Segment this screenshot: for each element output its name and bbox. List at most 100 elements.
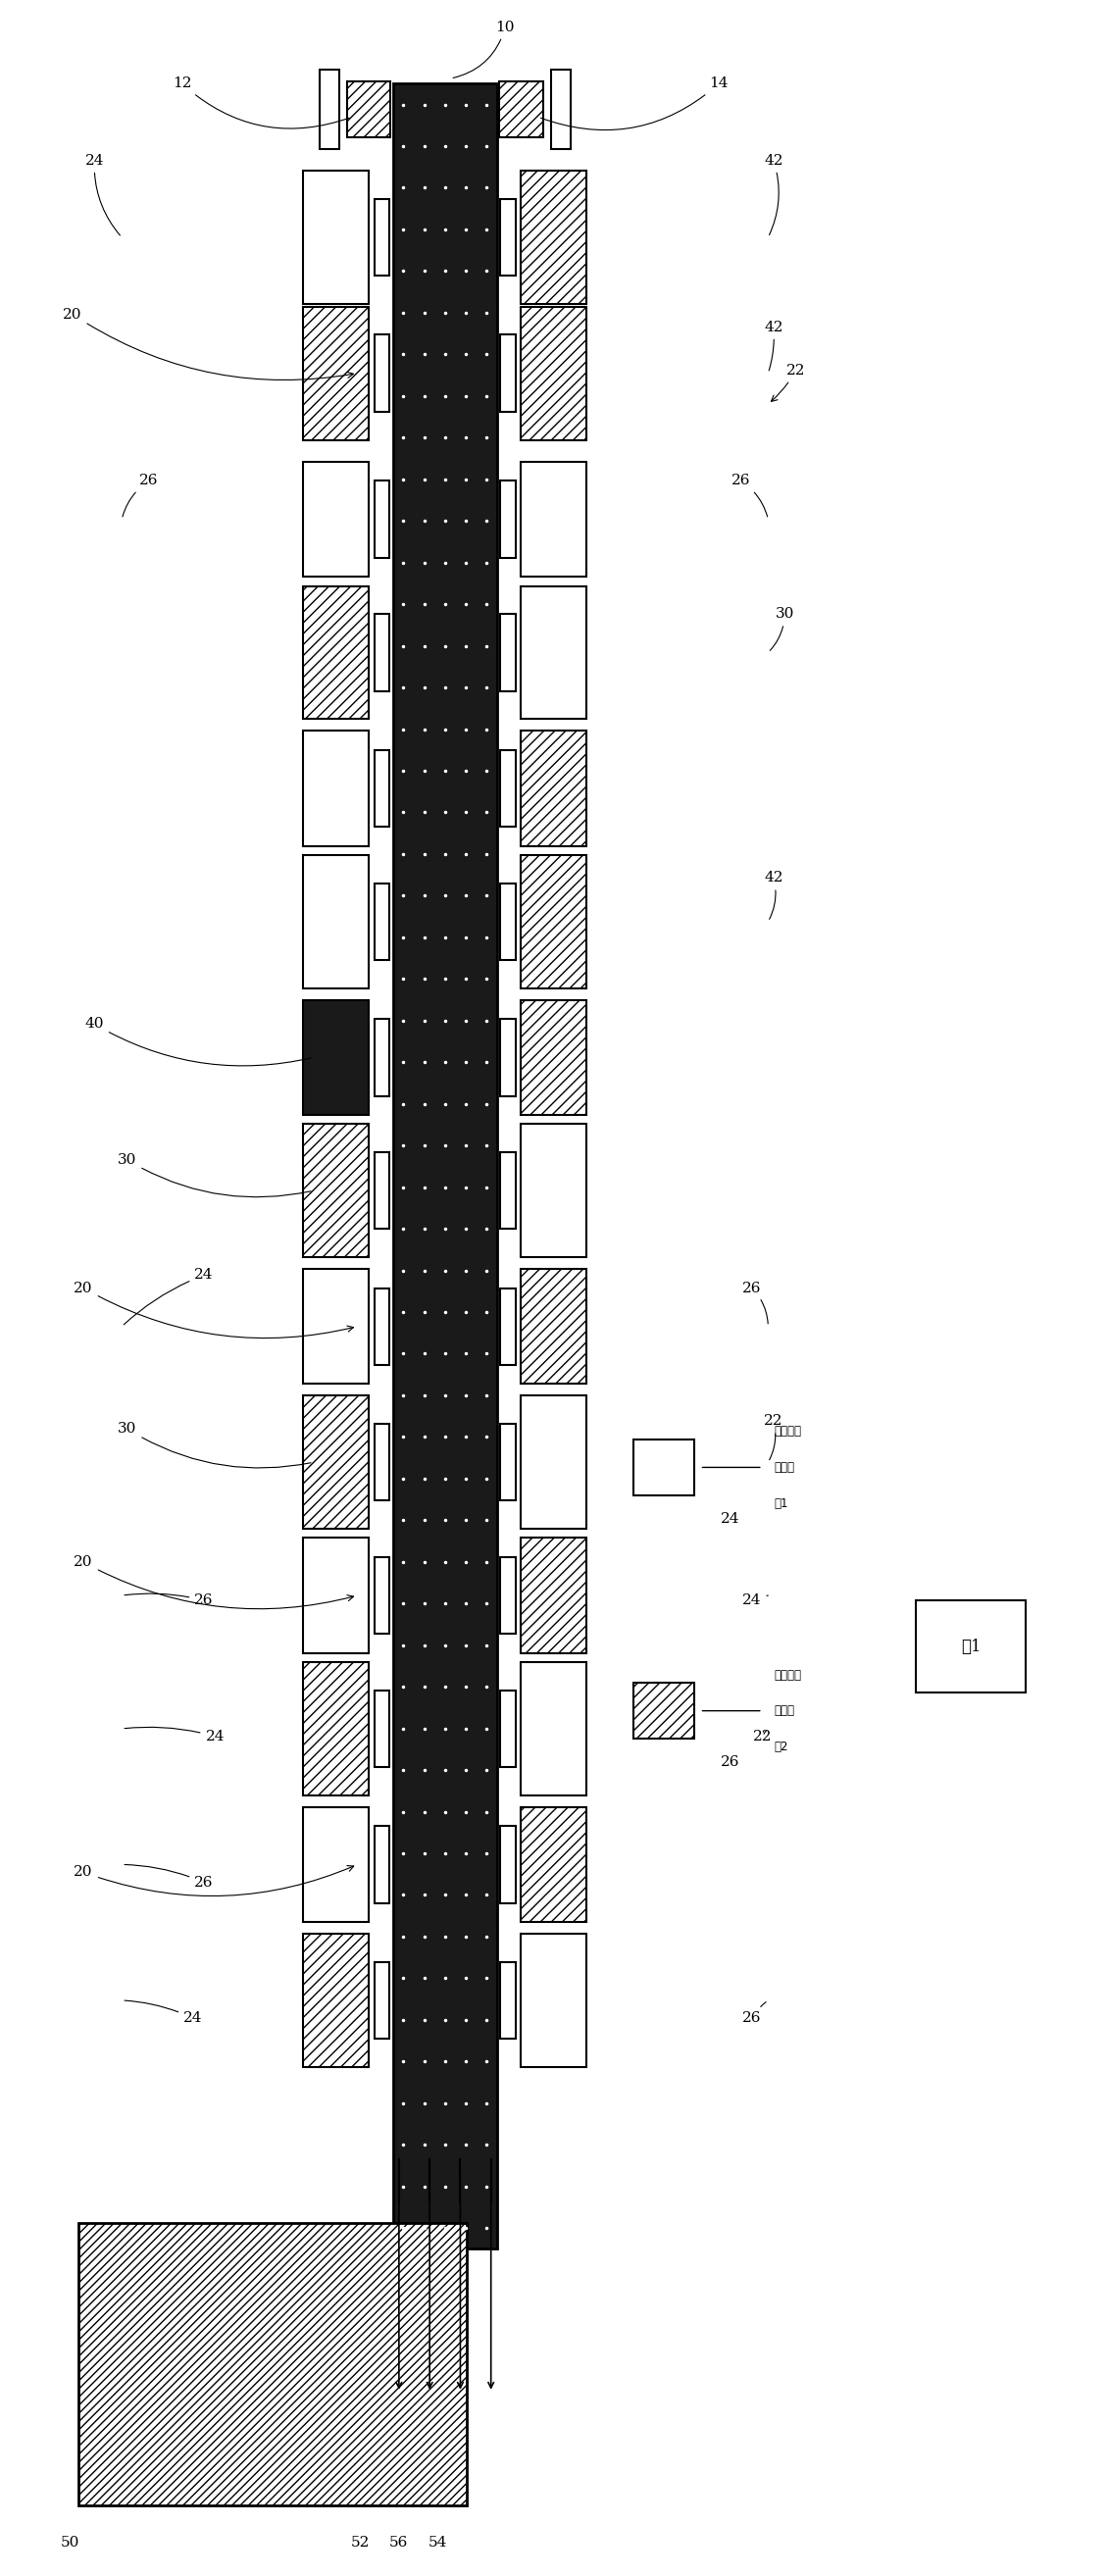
Bar bbox=[634, 1440, 694, 1497]
Bar bbox=[521, 1123, 587, 1257]
Bar bbox=[521, 1538, 587, 1654]
Bar bbox=[521, 1935, 587, 2066]
Text: 动态随机: 动态随机 bbox=[774, 1425, 801, 1437]
Text: 26: 26 bbox=[124, 1865, 214, 1888]
Bar bbox=[521, 170, 587, 304]
Bar bbox=[375, 613, 389, 690]
Bar bbox=[521, 307, 587, 440]
Bar bbox=[303, 732, 369, 845]
Text: 24: 24 bbox=[742, 1595, 769, 1607]
Text: 54: 54 bbox=[428, 2535, 447, 2550]
Bar bbox=[375, 1288, 389, 1365]
Bar bbox=[500, 482, 516, 559]
Text: 42: 42 bbox=[764, 155, 783, 234]
Bar bbox=[303, 461, 369, 577]
Text: 22: 22 bbox=[771, 363, 805, 402]
Bar bbox=[347, 80, 390, 137]
Text: 26: 26 bbox=[742, 2002, 766, 2025]
Text: 26: 26 bbox=[742, 1280, 767, 1324]
Bar bbox=[500, 1151, 516, 1229]
Bar bbox=[500, 198, 516, 276]
Bar bbox=[303, 307, 369, 440]
Text: 26: 26 bbox=[720, 1754, 740, 1770]
Bar bbox=[375, 1963, 389, 2038]
Text: 24: 24 bbox=[124, 1726, 224, 1744]
Bar bbox=[521, 1396, 587, 1530]
Bar bbox=[500, 1963, 516, 2038]
Bar bbox=[521, 1662, 587, 1795]
Bar bbox=[375, 1826, 389, 1904]
Bar bbox=[551, 70, 570, 149]
Bar bbox=[521, 461, 587, 577]
Text: 30: 30 bbox=[770, 608, 794, 652]
Bar bbox=[521, 999, 587, 1115]
Bar bbox=[375, 482, 389, 559]
Bar bbox=[500, 750, 516, 827]
Bar bbox=[303, 1935, 369, 2066]
Bar bbox=[393, 82, 497, 2249]
Bar bbox=[500, 1020, 516, 1095]
Bar bbox=[500, 1826, 516, 1904]
Text: 26: 26 bbox=[124, 1595, 214, 1607]
Text: 24: 24 bbox=[720, 1512, 740, 1525]
Bar bbox=[303, 1396, 369, 1530]
Bar bbox=[521, 1270, 587, 1383]
Text: 52: 52 bbox=[352, 2535, 370, 2550]
Text: 56: 56 bbox=[389, 2535, 408, 2550]
Text: 24: 24 bbox=[124, 1267, 214, 1324]
Text: 20: 20 bbox=[74, 1556, 354, 1610]
Bar bbox=[521, 732, 587, 845]
Text: 组1: 组1 bbox=[774, 1497, 787, 1510]
Bar bbox=[303, 855, 369, 989]
Text: 26: 26 bbox=[122, 474, 159, 518]
Bar bbox=[500, 613, 516, 690]
Text: 12: 12 bbox=[173, 77, 349, 129]
Bar bbox=[303, 999, 369, 1115]
Text: 24: 24 bbox=[85, 155, 120, 234]
Text: 26: 26 bbox=[731, 474, 767, 518]
Text: 22: 22 bbox=[764, 1414, 783, 1461]
Text: 30: 30 bbox=[118, 1154, 311, 1198]
Bar bbox=[916, 1600, 1026, 1692]
Bar bbox=[521, 855, 587, 989]
Bar bbox=[375, 1556, 389, 1633]
Bar bbox=[303, 1806, 369, 1922]
Text: 42: 42 bbox=[764, 871, 783, 920]
Bar bbox=[634, 1682, 694, 1739]
Text: 22: 22 bbox=[753, 1728, 772, 1744]
Bar bbox=[303, 1662, 369, 1795]
Bar bbox=[375, 884, 389, 961]
Bar bbox=[499, 80, 543, 137]
Bar bbox=[521, 585, 587, 719]
Text: 动态随机: 动态随机 bbox=[774, 1669, 801, 1682]
Bar bbox=[303, 170, 369, 304]
Bar bbox=[303, 1123, 369, 1257]
Bar bbox=[521, 1806, 587, 1922]
Text: 14: 14 bbox=[540, 77, 729, 129]
Text: 图1: 图1 bbox=[960, 1638, 980, 1654]
Bar bbox=[500, 1690, 516, 1767]
Text: 存储器: 存储器 bbox=[774, 1461, 794, 1473]
Bar bbox=[375, 1151, 389, 1229]
Bar bbox=[78, 2223, 467, 2504]
Bar bbox=[375, 1020, 389, 1095]
Bar bbox=[303, 1538, 369, 1654]
Bar bbox=[375, 1690, 389, 1767]
Bar bbox=[319, 70, 339, 149]
Text: 10: 10 bbox=[454, 21, 515, 77]
Bar bbox=[500, 884, 516, 961]
Bar bbox=[375, 198, 389, 276]
Text: 20: 20 bbox=[63, 307, 354, 381]
Bar bbox=[375, 335, 389, 412]
Bar bbox=[375, 750, 389, 827]
Bar bbox=[500, 1288, 516, 1365]
Bar bbox=[303, 1270, 369, 1383]
Text: 20: 20 bbox=[74, 1280, 354, 1337]
Text: 存储器: 存储器 bbox=[774, 1705, 794, 1718]
Bar bbox=[500, 335, 516, 412]
Text: 30: 30 bbox=[118, 1422, 311, 1468]
Bar bbox=[500, 1556, 516, 1633]
Text: 50: 50 bbox=[61, 2535, 80, 2550]
Bar bbox=[500, 1425, 516, 1502]
Text: 24: 24 bbox=[124, 2002, 203, 2025]
